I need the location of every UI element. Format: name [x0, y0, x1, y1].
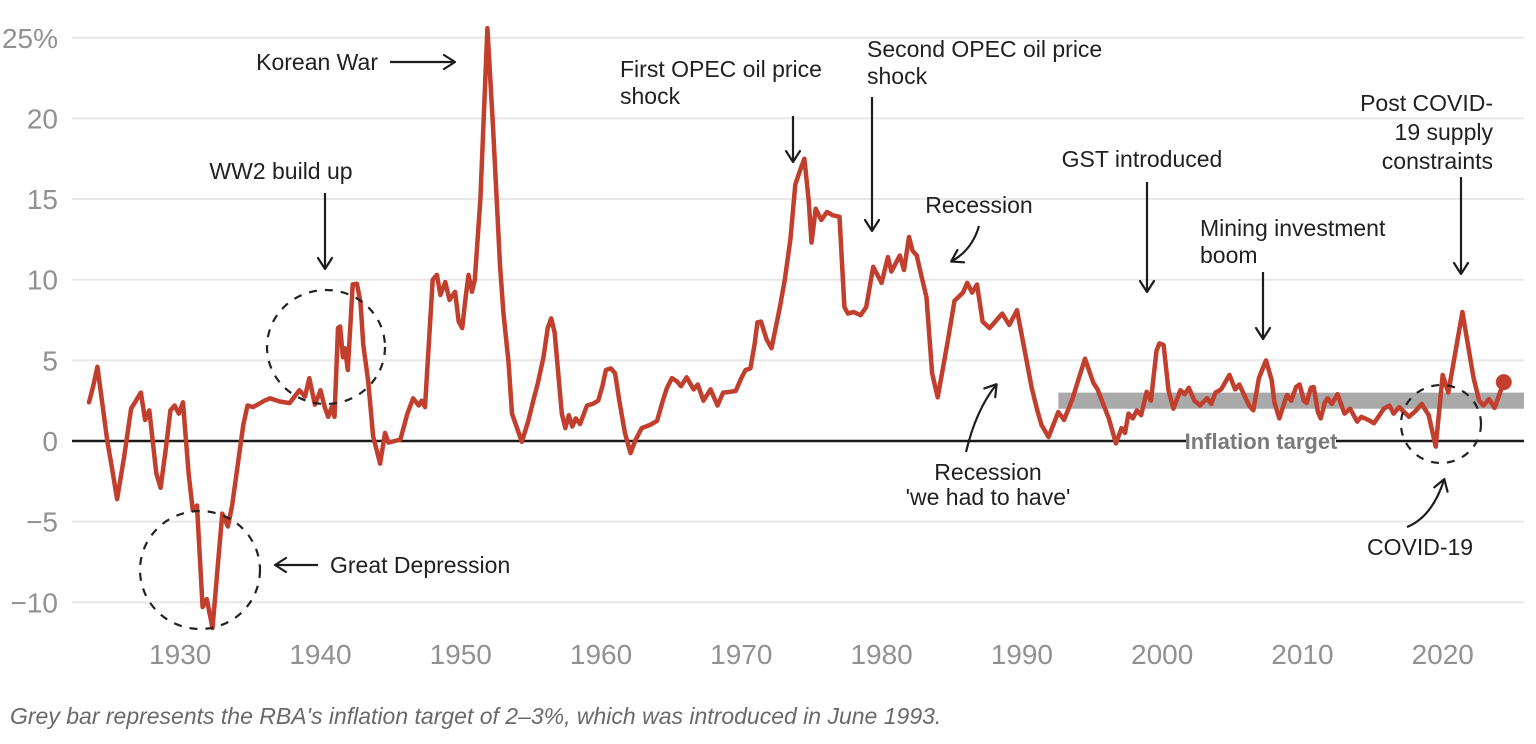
y-tick-label: −5 — [26, 507, 58, 538]
y-tick-label: 20 — [27, 103, 58, 134]
x-tick-label: 1950 — [430, 639, 492, 670]
x-tick-label: 1940 — [289, 639, 351, 670]
great-depression-circle — [138, 509, 262, 631]
annotation-ww2-build-up: WW2 build up — [209, 158, 352, 184]
x-tick-label: 1970 — [710, 639, 772, 670]
covid-19-circle — [1399, 383, 1483, 465]
ww2-build-up-circle — [265, 288, 387, 406]
annotation-second-opec: Second OPEC oil price — [867, 36, 1102, 62]
recession-we-had-to-have-arrow — [964, 383, 998, 453]
annotation-gst-introduced: GST introduced — [1062, 146, 1223, 172]
covid-19-arrow — [1406, 477, 1449, 529]
gridlines — [72, 36, 1524, 604]
latest-value-dot — [1495, 374, 1512, 391]
x-tick-label: 1980 — [850, 639, 912, 670]
annotation-recession-we-had-to-have: 'we had to have' — [906, 484, 1071, 510]
annotation-post-covid: 19 supply — [1395, 119, 1494, 145]
inflation-series — [86, 25, 1512, 631]
x-tick-label: 1990 — [991, 639, 1053, 670]
chart-labels: 25% 20 15 10 5 0 −5 −10 1930 1940 1950 1960 1970 1980… — [2, 23, 1494, 670]
annotation-covid-19: COVID-19 — [1367, 534, 1473, 560]
annotation-korean-war: Korean War — [256, 49, 378, 75]
annotation-recession-1980s: Recession — [925, 192, 1032, 218]
annotation-great-depression: Great Depression — [330, 552, 510, 578]
annotation-post-covid: Post COVID- — [1360, 90, 1493, 116]
inflation-line — [86, 25, 1506, 631]
y-tick-label: 5 — [42, 345, 58, 376]
x-tick-label: 2020 — [1412, 639, 1474, 670]
x-tick-label: 2000 — [1131, 639, 1193, 670]
y-tick-label: 15 — [27, 184, 58, 215]
x-tick-label: 2010 — [1271, 639, 1333, 670]
x-tick-label: 1960 — [570, 639, 632, 670]
y-tick-label: 0 — [42, 426, 58, 457]
inflation-target-label: Inflation target — [1185, 429, 1338, 454]
chart-footnote: Grey bar represents the RBA's inflation … — [10, 703, 942, 729]
annotation-second-opec: shock — [867, 63, 928, 89]
annotation-first-opec: shock — [620, 83, 681, 109]
y-tick-label: 10 — [27, 265, 58, 296]
y-tick-label: 25% — [2, 23, 58, 54]
annotation-mining-boom: boom — [1200, 242, 1258, 268]
annotation-mining-boom: Mining investment — [1200, 215, 1386, 241]
x-tick-label: 1930 — [149, 639, 211, 670]
annotation-recession-we-had-to-have: Recession — [934, 459, 1041, 485]
annotation-first-opec: First OPEC oil price — [620, 56, 822, 82]
annotation-post-covid: constraints — [1382, 148, 1493, 174]
y-tick-label: −10 — [11, 587, 59, 618]
recession-1980s-arrow — [950, 225, 981, 264]
